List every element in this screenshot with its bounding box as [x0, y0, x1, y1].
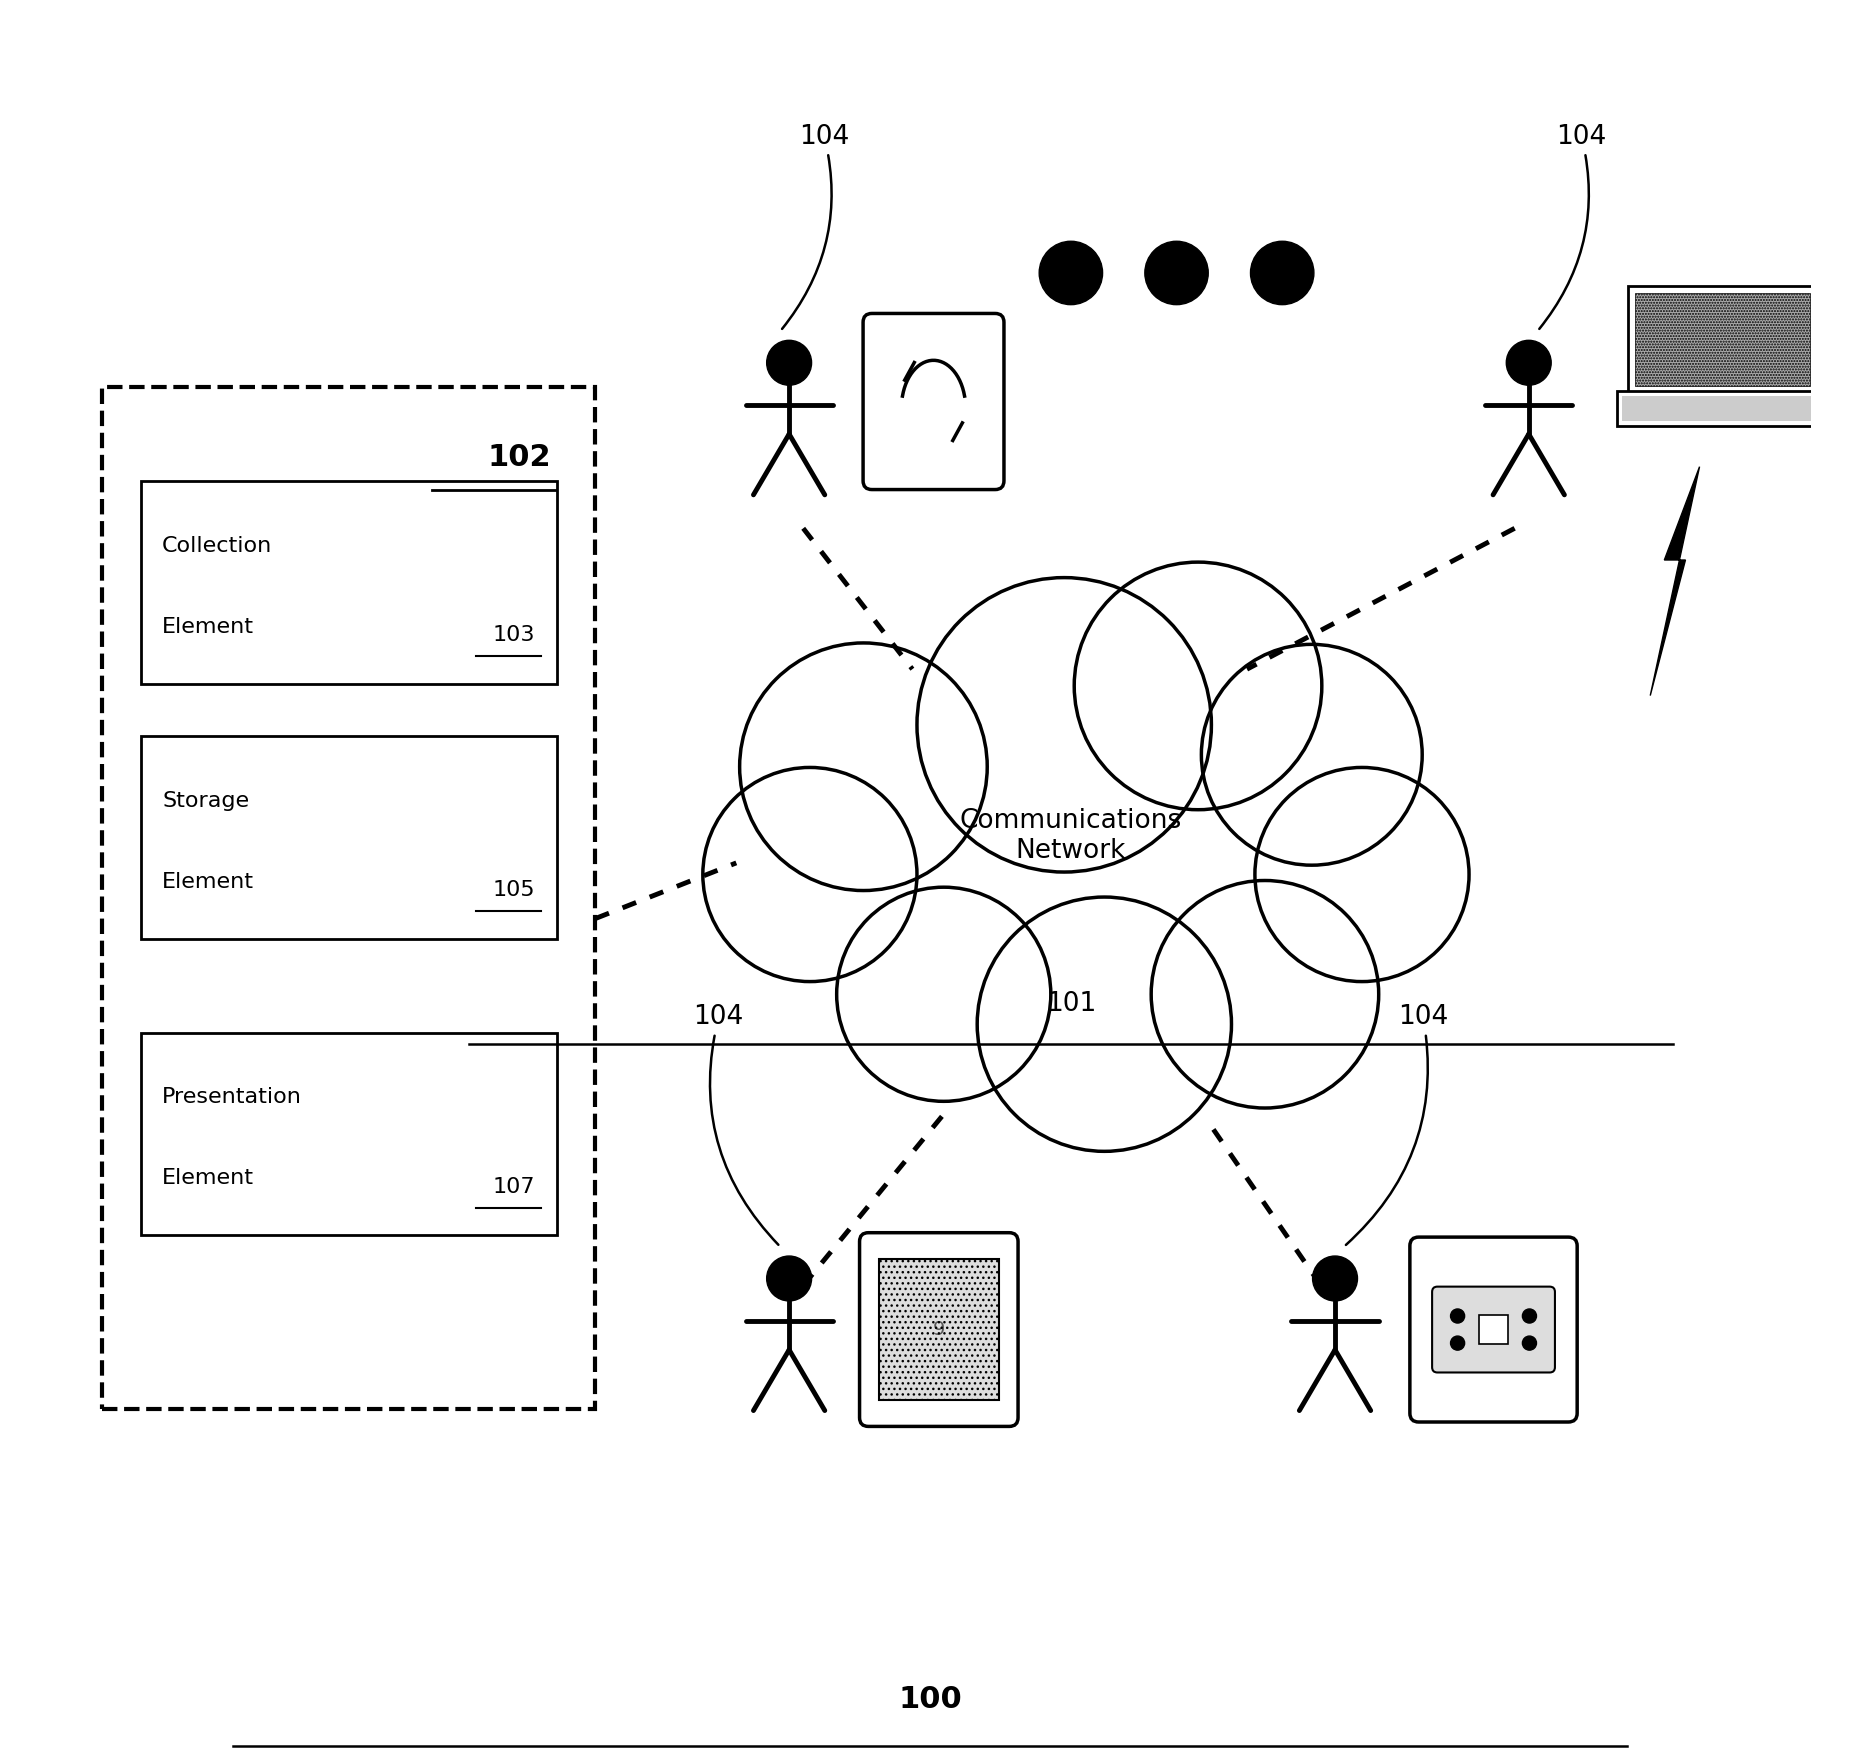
Circle shape — [1313, 1256, 1358, 1301]
Text: 103: 103 — [493, 625, 536, 645]
Circle shape — [1521, 1337, 1536, 1351]
Circle shape — [703, 768, 917, 981]
FancyBboxPatch shape — [1410, 1236, 1577, 1423]
Circle shape — [766, 1256, 811, 1301]
Circle shape — [917, 578, 1211, 872]
Circle shape — [1507, 340, 1551, 386]
FancyBboxPatch shape — [880, 1259, 999, 1400]
Text: 104: 104 — [1347, 1004, 1449, 1245]
Circle shape — [1202, 645, 1423, 865]
Circle shape — [1451, 1337, 1464, 1351]
Text: Communications
Network: Communications Network — [960, 808, 1181, 865]
Text: 105: 105 — [493, 880, 536, 900]
Circle shape — [1075, 562, 1322, 810]
FancyBboxPatch shape — [141, 736, 556, 939]
FancyBboxPatch shape — [1622, 396, 1823, 421]
Text: 104: 104 — [781, 123, 850, 329]
FancyBboxPatch shape — [1616, 391, 1828, 426]
Text: Storage: Storage — [162, 791, 249, 812]
Circle shape — [837, 888, 1051, 1101]
Circle shape — [1250, 241, 1313, 305]
Text: 104: 104 — [694, 1004, 777, 1245]
FancyBboxPatch shape — [859, 1233, 1017, 1426]
Text: Element: Element — [162, 872, 255, 893]
Text: 100: 100 — [898, 1685, 962, 1713]
Text: 9: 9 — [932, 1321, 945, 1338]
Circle shape — [1521, 1308, 1536, 1323]
Text: 102: 102 — [487, 444, 551, 472]
Circle shape — [1040, 241, 1103, 305]
FancyBboxPatch shape — [1635, 292, 1810, 386]
FancyBboxPatch shape — [141, 481, 556, 683]
Text: Presentation: Presentation — [162, 1088, 301, 1108]
Circle shape — [976, 896, 1231, 1152]
Text: Element: Element — [162, 1169, 255, 1189]
Text: Element: Element — [162, 616, 255, 637]
Polygon shape — [1650, 467, 1700, 696]
Circle shape — [740, 643, 988, 891]
Text: Collection: Collection — [162, 535, 272, 556]
FancyBboxPatch shape — [102, 387, 595, 1409]
Circle shape — [766, 340, 811, 386]
Circle shape — [1146, 241, 1209, 305]
FancyBboxPatch shape — [1432, 1287, 1555, 1372]
Text: 107: 107 — [493, 1176, 536, 1196]
FancyBboxPatch shape — [863, 313, 1004, 490]
FancyBboxPatch shape — [1628, 285, 1817, 393]
Circle shape — [1256, 768, 1469, 981]
Circle shape — [1451, 1308, 1464, 1323]
Circle shape — [1151, 880, 1378, 1108]
Text: 104: 104 — [1540, 123, 1607, 329]
FancyBboxPatch shape — [141, 1032, 556, 1234]
Text: 101: 101 — [1045, 991, 1096, 1016]
FancyBboxPatch shape — [1479, 1315, 1508, 1344]
